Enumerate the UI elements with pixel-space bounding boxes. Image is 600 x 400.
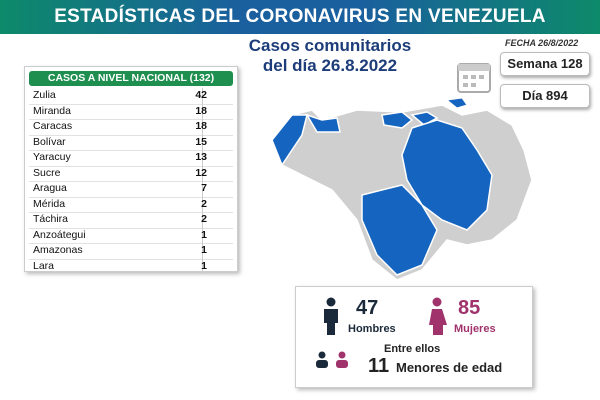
cell-divider: [202, 181, 203, 197]
table-row: Zulia 42: [29, 88, 233, 105]
case-count: 2: [201, 213, 207, 225]
cell-divider: [202, 134, 203, 150]
state-name: Yaracuy: [33, 151, 71, 163]
state-name: Sucre: [33, 166, 61, 179]
map: [271, 97, 533, 281]
title: ESTADÍSTICAS DEL CORONAVIRUS EN VENEZUEL…: [54, 6, 546, 27]
table-row: Sucre 12: [29, 165, 233, 182]
children-icon: [316, 351, 348, 368]
case-count: 7: [201, 182, 207, 194]
state-name: Aragua: [33, 182, 67, 194]
case-count: 1: [201, 228, 207, 241]
cell-divider: [202, 227, 203, 243]
header-banner: [0, 0, 600, 34]
table-row: Miranda 18: [29, 103, 233, 120]
subtitle: Casos comunitarios: [248, 36, 412, 55]
cell-divider: [202, 88, 203, 104]
case-count: 2: [201, 197, 207, 210]
table-row: Amazonas 1: [29, 243, 233, 260]
case-count: 12: [195, 166, 207, 179]
state-name: Amazonas: [33, 244, 83, 256]
case-count: 1: [201, 259, 207, 272]
table-row: Anzoátegui 1: [29, 227, 233, 244]
table-row: Mérida 2: [29, 196, 233, 213]
case-count: 18: [195, 104, 207, 117]
female-count: 85: [458, 297, 481, 319]
week: Semana 128: [500, 52, 590, 76]
cell-divider: [202, 258, 203, 274]
cell-divider: [202, 165, 203, 181]
subtitle: del día 26.8.2022: [262, 56, 398, 75]
cell-divider: [202, 119, 203, 135]
table-row: Aragua 7: [29, 181, 233, 198]
day: Día 894: [500, 84, 590, 108]
table-row: Caracas 18: [29, 119, 233, 136]
female-label: Mujeres: [454, 323, 496, 335]
case-count: 42: [195, 89, 207, 101]
state-name: Zulia: [33, 89, 56, 101]
state-name: Lara: [33, 259, 55, 272]
table-header: CASOS A NIVEL NACIONAL (132): [29, 71, 233, 86]
state-name: Mérida: [33, 197, 66, 210]
case-count: 1: [201, 244, 207, 256]
cases-table: CASOS A NIVEL NACIONAL (132) Zulia 42 Mira…: [24, 66, 238, 275]
case-count: 18: [195, 120, 207, 132]
case-count: 13: [195, 151, 207, 163]
case-count: 15: [195, 135, 207, 148]
table-row: Lara 1: [29, 258, 233, 275]
male-label: Hombres: [348, 323, 396, 335]
cell-divider: [202, 103, 203, 119]
table-row: Yaracuy 13: [29, 150, 233, 167]
state-name: Táchira: [33, 213, 69, 225]
calendar-icon: [457, 63, 491, 93]
state-name: Bolívar: [33, 135, 66, 148]
cell-divider: [202, 150, 203, 166]
cell-divider: [202, 212, 203, 228]
male-icon: [324, 297, 338, 335]
male-count: 47: [356, 297, 379, 319]
date: FECHA 26/8/2022: [505, 38, 579, 48]
state-name: Anzoátegui: [33, 228, 86, 241]
female-icon: [429, 297, 447, 335]
state-name: Caracas: [33, 120, 73, 132]
cell-divider: [202, 243, 203, 259]
cell-divider: [202, 196, 203, 212]
table-row: Bolívar 15: [29, 134, 233, 151]
demographics-box: 47 Hombres 85 Mujeres Entre ellos 11 Men…: [295, 286, 533, 388]
minors-intro: Entre ellos: [384, 343, 441, 355]
minors-label: Menores de edad: [396, 360, 503, 375]
minors-count: 11: [368, 355, 390, 377]
state-name: Miranda: [33, 104, 71, 117]
table-row: Táchira 2: [29, 212, 233, 229]
